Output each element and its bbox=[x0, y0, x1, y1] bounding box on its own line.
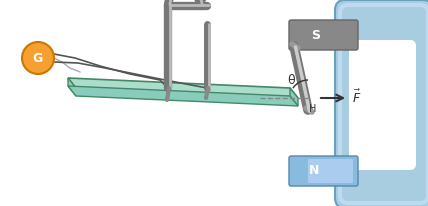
Polygon shape bbox=[68, 78, 76, 96]
FancyBboxPatch shape bbox=[349, 40, 416, 170]
FancyBboxPatch shape bbox=[335, 0, 428, 206]
FancyBboxPatch shape bbox=[289, 156, 358, 186]
Text: $\vec{F}$: $\vec{F}$ bbox=[352, 88, 361, 106]
Text: G: G bbox=[33, 52, 43, 64]
Text: S: S bbox=[311, 28, 320, 41]
FancyBboxPatch shape bbox=[289, 20, 358, 50]
Polygon shape bbox=[68, 86, 298, 106]
Polygon shape bbox=[68, 78, 298, 98]
Text: θ: θ bbox=[287, 74, 294, 87]
Text: H: H bbox=[309, 104, 316, 114]
FancyBboxPatch shape bbox=[308, 159, 353, 183]
Text: N: N bbox=[309, 165, 319, 178]
Circle shape bbox=[22, 42, 54, 74]
Polygon shape bbox=[290, 88, 298, 106]
